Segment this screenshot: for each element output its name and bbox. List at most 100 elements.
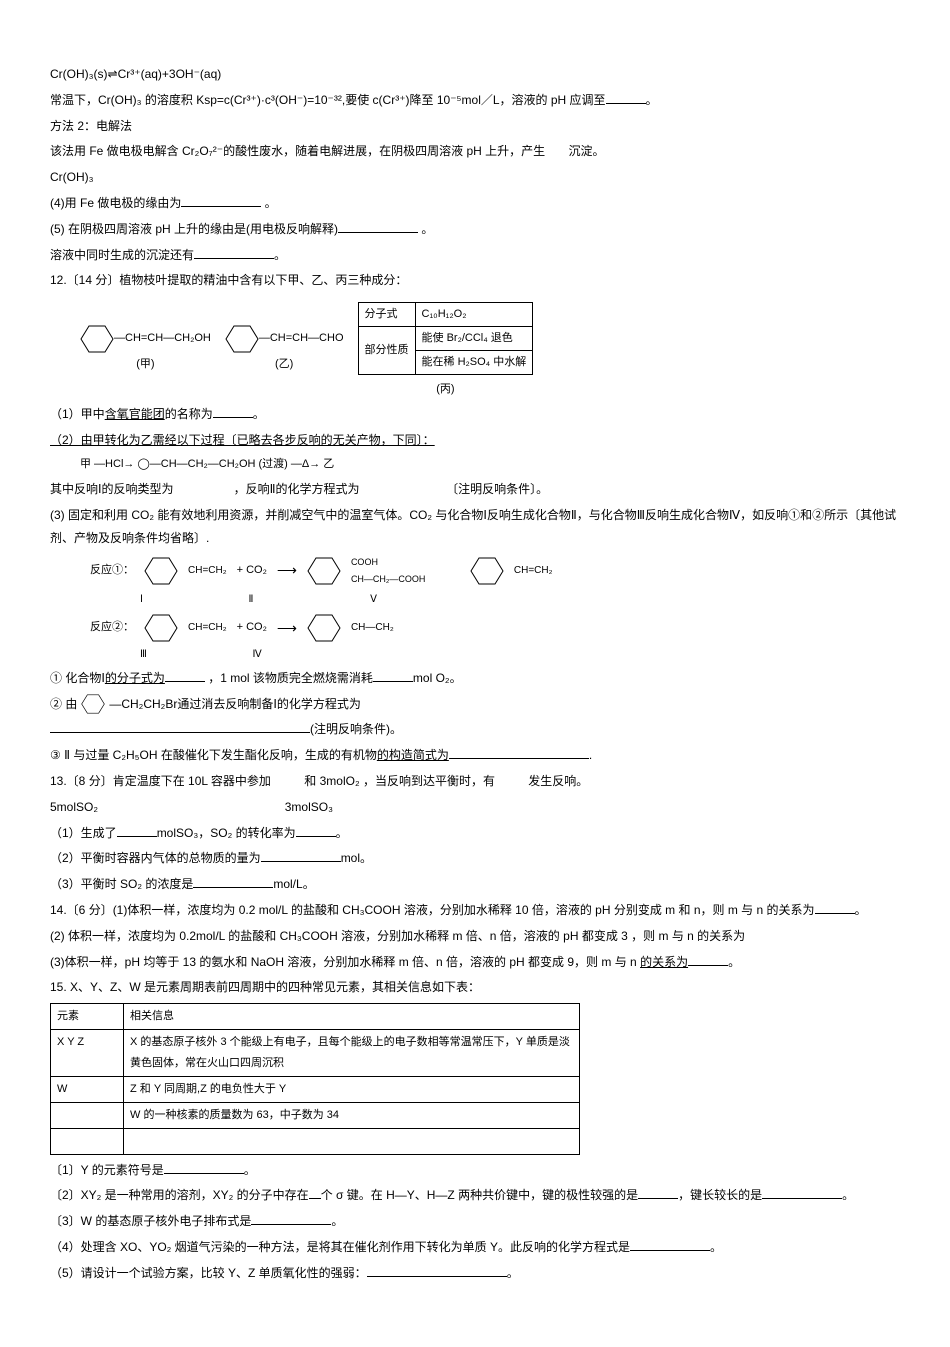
q15-2b: 个 σ 键。在 H—Y、H—Z 两种共价键中，键的极性较强的是	[321, 1188, 638, 1202]
sub-IV: CH—CH₂	[351, 618, 394, 637]
blank-12-1	[213, 405, 253, 418]
blank-14-3	[688, 953, 728, 966]
q13-3a: （3）平衡时 SO₂ 的浓度是	[50, 877, 193, 891]
q13-d: 发生反响。	[528, 774, 588, 788]
bing-table: 分子式C₁₀H₁₂O₂ 部分性质能使 Br₂/CCl₄ 退色 能在稀 H₂SO₄…	[358, 302, 534, 375]
blank-q5b	[194, 246, 274, 259]
nIV: Ⅳ	[252, 649, 261, 660]
q13-2b: mol。	[341, 851, 372, 865]
q12-2a-text: （2）由甲转化为乙需经以下过程〔已略去各步反响的无关产物，下同〕：	[50, 433, 435, 447]
sub-II-top: COOH	[351, 554, 426, 571]
q15-2c: ，键长较长的是	[678, 1188, 762, 1202]
blank-15-1	[164, 1161, 244, 1174]
q5b: 溶液中同时生成的沉淀还有。	[50, 244, 900, 267]
q12-3-2-blank: (注明反响条件)。	[50, 718, 900, 741]
q12-3-1d: mol O₂。	[413, 671, 462, 685]
ksp-text: 常温下，Cr(OH)₃ 的溶度积 Ksp=c(Cr³⁺)·c³(OH⁻)=10⁻…	[50, 93, 606, 107]
blank-14-1	[815, 901, 855, 914]
mol-jia-sub: —CH=CH—CH₂OH	[114, 328, 211, 349]
arrow1: ⟶	[277, 557, 297, 584]
q12-2c: ，反响Ⅱ的化学方程式为	[234, 482, 360, 496]
sub-I: CH=CH₂	[188, 561, 227, 580]
nIII: Ⅲ	[140, 649, 147, 660]
blank-q5	[338, 220, 418, 233]
q4-text: (4)用 Fe 做电极的缘由为	[50, 196, 181, 210]
blank-15-5	[367, 1264, 507, 1277]
q13-3b: mol/L。	[273, 877, 314, 891]
q12-3-1a: ① 化合物Ⅰ	[50, 671, 105, 685]
react1-lbl: 反应①：	[90, 560, 134, 581]
blank-15-3	[251, 1212, 331, 1225]
q12-3-3a: ③ Ⅱ 与过量 C₂H₅OH 在酸催化下发生酯化反响，生成的有机物	[50, 748, 377, 762]
arrow2: ⟶	[277, 615, 297, 642]
q15-3: 〔3〕W 的基态原子核外电子排布式是。	[50, 1210, 900, 1233]
nV: Ⅴ	[370, 594, 377, 605]
node-labels-2: Ⅲ Ⅳ	[140, 645, 900, 664]
tbl-v2b: 能在稀 H₂SO₄ 中水解	[415, 350, 533, 374]
plus2: + CO₂	[237, 617, 267, 638]
q15-5: （5）请设计一个试验方案，比较 Y、Z 单质氧化性的强弱：。	[50, 1262, 900, 1285]
q15-2: 〔2〕XY₂ 是一种常用的溶剂，XY₂ 的分子中存在个 σ 键。在 H—Y、H—…	[50, 1184, 900, 1207]
q13-a: 5molSO₂	[50, 800, 98, 814]
q5: (5) 在阴极四周溶液 pH 上升的缘由是(用电极反响解释) 。	[50, 218, 900, 241]
q13-2a: （2）平衡时容器内气体的总物质的量为	[50, 851, 261, 865]
q14-3: (3)体积一样，pH 均等于 13 的氨水和 NaOH 溶液，分别加水稀释 m …	[50, 951, 900, 974]
q13-1a: （1）生成了	[50, 826, 117, 840]
blank-12-3-1b	[373, 669, 413, 682]
m2-desc-b: Cr(OH)₃	[50, 166, 900, 189]
q12-1c: 的名称为	[165, 407, 213, 421]
method2-title: 方法 2：电解法	[50, 115, 900, 138]
mol-yi: —CH=CH—CHO (乙)	[225, 324, 344, 375]
q13-2: （2）平衡时容器内气体的总物质的量为 mol。	[50, 847, 900, 870]
t2-r4b	[124, 1128, 580, 1154]
t2-r3a	[51, 1102, 124, 1128]
q12-3-2b: —CH₂CH₂Br通过消去反响制备Ⅰ的化学方程式为	[109, 693, 361, 716]
q15-1: 〔1〕Y 的元素符号是。	[50, 1159, 900, 1182]
benzene-icon	[80, 324, 114, 354]
tbl-v2a: 能使 Br₂/CCl₄ 退色	[415, 327, 533, 351]
q14-2a: (2) 体积一样，浓度均为 0.2mol/L 的盐酸和 CH₃COOH 溶液，分…	[50, 929, 745, 943]
m2-desc-c: 沉淀。	[568, 144, 604, 158]
molecule-row: —CH=CH—CH₂OH (甲) —CH=CH—CHO (乙) 分子式C₁₀H₁…	[80, 298, 900, 400]
q12-1a: （1）甲中	[50, 407, 105, 421]
q14-1: 14.〔6 分〕(1)体积一样，浓度均为 0.2 mol/L 的盐酸和 CH₃C…	[50, 899, 900, 922]
nII: Ⅱ	[249, 594, 254, 605]
mol-bing: 分子式C₁₀H₁₂O₂ 部分性质能使 Br₂/CCl₄ 退色 能在稀 H₂SO₄…	[358, 298, 534, 400]
reaction-1: 反应①： CH=CH₂ + CO₂ ⟶ COOH CH—CH₂—COOH CH=…	[90, 554, 900, 588]
q13-row2: 5molSO₂ 3molSO₃	[50, 796, 900, 819]
q13-1b: molSO₃，SO₂ 的转化率为	[157, 826, 296, 840]
t2-r3b: W 的一种核素的质量数为 63，中子数为 34	[124, 1102, 580, 1128]
q14-3b: 的关系为	[640, 955, 688, 969]
q15-head: 15. X、Y、Z、W 是元素周期表前四周期中的四种常见元素，其相关信息如下表：	[50, 976, 900, 999]
blank-13-1b	[296, 824, 336, 837]
q12-3-3: ③ Ⅱ 与过量 C₂H₅OH 在酸催化下发生酯化反响，生成的有机物的构造简式为.	[50, 744, 900, 767]
equation-crOH: Cr(OH)₃(s)⇌Cr³⁺(aq)+3OH⁻(aq)	[50, 63, 900, 86]
q5-text: (5) 在阴极四周溶液 pH 上升的缘由是(用电极反响解释)	[50, 222, 338, 236]
q12-2a: （2）由甲转化为乙需经以下过程〔已略去各步反响的无关产物，下同〕：	[50, 429, 900, 452]
hex-III	[144, 613, 178, 643]
q12-3-2a: ② 由	[50, 693, 77, 716]
q14-head: 14.〔6 分〕(1)体积一样，浓度均为 0.2 mol/L 的盐酸和 CH₃C…	[50, 903, 815, 917]
tbl-h2: 部分性质	[358, 327, 415, 375]
m2-desc-a: 该法用 Fe 做电极电解含 Cr₂O₇²⁻的酸性废水，随着电解进展，在阴极四周溶…	[50, 144, 545, 158]
react2-lbl: 反应②：	[90, 617, 134, 638]
blank-13-1a	[117, 824, 157, 837]
blank-ph	[606, 91, 646, 104]
blank-12-3-3	[449, 746, 589, 759]
q12-3-1: ① 化合物Ⅰ的分子式为 ，1 mol 该物质完全燃烧需消耗mol O₂。	[50, 667, 900, 690]
blank-12-3-2	[50, 720, 310, 733]
jia-label: (甲)	[80, 354, 211, 375]
q14-2: (2) 体积一样，浓度均为 0.2mol/L 的盐酸和 CH₃COOH 溶液，分…	[50, 925, 900, 948]
t2-h2: 相关信息	[124, 1004, 580, 1030]
q4: (4)用 Fe 做电极的缘由为 。	[50, 192, 900, 215]
tbl-h1: 分子式	[358, 303, 415, 327]
q12-2b: 其中反响Ⅰ的反响类型为	[50, 482, 174, 496]
method2-desc: 该法用 Fe 做电极电解含 Cr₂O₇²⁻的酸性废水，随着电解进展，在阴极四周溶…	[50, 140, 900, 163]
q15-4a: （4）处理含 XO、YO₂ 烟道气污染的一种方法，是将其在催化剂作用下转化为单质…	[50, 1240, 630, 1254]
hex-IV	[307, 613, 341, 643]
t2-r2a: W	[51, 1076, 124, 1102]
hex-I	[144, 556, 178, 586]
blank-15-2c	[762, 1186, 842, 1199]
blank-15-2b	[638, 1186, 678, 1199]
yi-label: (乙)	[225, 354, 344, 375]
